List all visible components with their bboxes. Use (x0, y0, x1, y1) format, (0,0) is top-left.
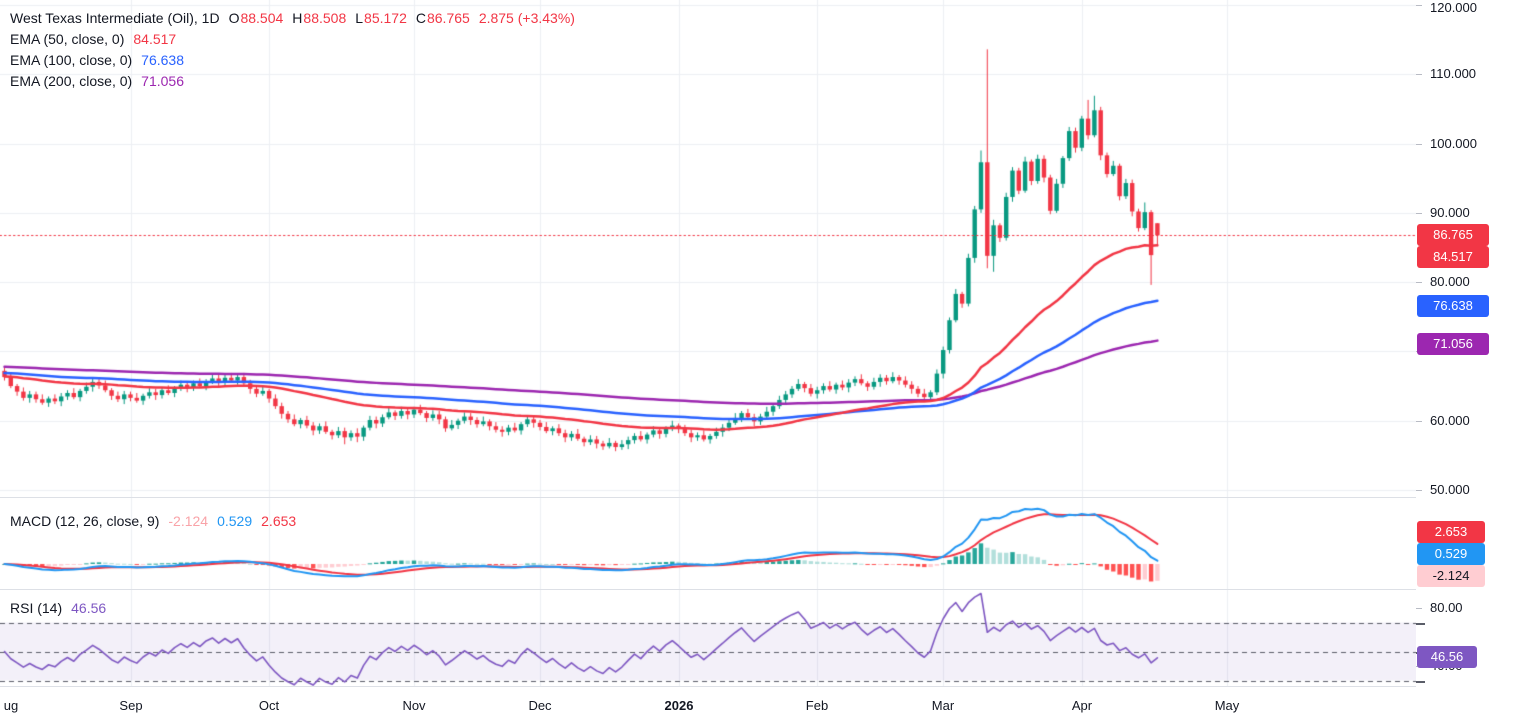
price-tick-label: 120.000 (1430, 0, 1477, 15)
macd-signal-badge: 2.653 (1417, 521, 1485, 543)
high-value: H88.508 (292, 10, 347, 26)
ema100-badge: 76.638 (1417, 295, 1489, 317)
time-axis-label-apr: Apr (1071, 698, 1093, 713)
low-value: L85.172 (355, 10, 407, 26)
time-axis[interactable]: ug Sep Oct Nov Dec 2026 Feb Mar Apr May (0, 687, 1536, 725)
time-axis-label-dec: Dec (528, 698, 552, 713)
ema100-legend[interactable]: EMA (100, close, 0) 76.638 (10, 50, 575, 71)
time-axis-label-feb: Feb (805, 698, 829, 713)
macd-signal-value: 2.653 (261, 513, 297, 529)
rsi-level-dash (1416, 623, 1425, 625)
open-value: O88.504 (228, 10, 284, 26)
macd-line-badge: 0.529 (1417, 543, 1485, 565)
rsi-panel-separator[interactable] (0, 589, 1536, 590)
price-tick-label: 50.000 (1430, 482, 1470, 497)
price-tick-label: 80.000 (1430, 274, 1470, 289)
time-axis-label-oct: Oct (258, 698, 280, 713)
price-badge: 86.765 (1417, 224, 1489, 246)
axis-tick-mark (1416, 5, 1422, 6)
price-axis[interactable]: 120.000110.000100.00090.00080.00070.0006… (1416, 0, 1536, 687)
axis-tick-mark (1416, 608, 1422, 609)
ema50-value: 84.517 (133, 31, 177, 47)
time-axis-label-mar: Mar (931, 698, 955, 713)
axis-tick-mark (1416, 144, 1422, 145)
rsi-badge: 46.56 (1417, 646, 1477, 668)
macd-hist-badge: -2.124 (1417, 565, 1485, 587)
axis-tick-mark (1416, 282, 1422, 283)
ema200-legend[interactable]: EMA (200, close, 0) 71.056 (10, 71, 575, 92)
macd-label: MACD (12, 26, close, 9) (10, 513, 160, 529)
macd-line-value: 0.529 (217, 513, 253, 529)
rsi-label: RSI (14) (10, 600, 63, 616)
time-axis-label-may: May (1214, 698, 1240, 713)
rsi-legend[interactable]: RSI (14) 46.56 (10, 598, 106, 619)
time-axis-separator (0, 686, 1536, 687)
change-value: 2.875 (+3.43%) (478, 10, 575, 26)
price-tick-label: 100.000 (1430, 136, 1477, 151)
price-tick-label: 90.000 (1430, 205, 1470, 220)
axis-tick-mark (1416, 421, 1422, 422)
axis-tick-mark (1416, 74, 1422, 75)
symbol-title[interactable]: West Texas Intermediate (Oil), 1D (10, 10, 220, 26)
main-legend: West Texas Intermediate (Oil), 1D O88.50… (10, 8, 575, 92)
macd-legend[interactable]: MACD (12, 26, close, 9) -2.124 0.529 2.6… (10, 511, 296, 532)
macd-hist-value: -2.124 (168, 513, 209, 529)
time-axis-label-2026: 2026 (664, 698, 694, 713)
time-axis-label-sep: Sep (119, 698, 143, 713)
ema200-badge: 71.056 (1417, 333, 1489, 355)
price-tick-label: 60.000 (1430, 413, 1470, 428)
symbol-title-row[interactable]: West Texas Intermediate (Oil), 1D O88.50… (10, 8, 575, 29)
price-tick-label: 110.000 (1430, 66, 1477, 81)
ema50-legend[interactable]: EMA (50, close, 0) 84.517 (10, 29, 575, 50)
ema100-value: 76.638 (141, 52, 184, 68)
chart-canvas[interactable] (0, 0, 1416, 687)
ema200-value: 71.056 (141, 73, 184, 89)
time-axis-label-ug: ug (3, 698, 19, 713)
macd-panel-separator[interactable] (0, 497, 1536, 498)
time-axis-label-nov: Nov (402, 698, 426, 713)
axis-tick-mark (1416, 213, 1422, 214)
close-value: C86.765 (415, 10, 470, 26)
rsi-value: 46.56 (71, 600, 107, 616)
ema50-badge: 84.517 (1417, 246, 1489, 268)
rsi-level-dash (1416, 681, 1425, 683)
axis-tick-mark (1416, 490, 1422, 491)
rsi-tick-label: 80.00 (1430, 600, 1463, 615)
